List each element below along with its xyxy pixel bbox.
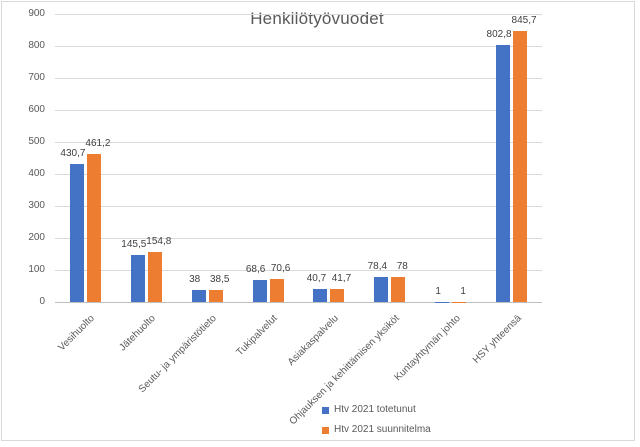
legend-item-htv-2021-suunnitelma: Htv 2021 suunnitelma — [322, 424, 431, 436]
data-label: 40,7 — [306, 272, 327, 284]
gridline — [55, 237, 542, 239]
bar-htv-2021-totetunut-vesihuolto — [69, 164, 84, 302]
bar-htv-2021-totetunut-seutu-ja-ymp-rist-tieto — [191, 289, 206, 302]
x-axis-line — [55, 301, 542, 303]
legend-item-htv-2021-totetunut: Htv 2021 totetunut — [322, 404, 416, 416]
bar-htv-2021-suunnitelma-hsy-yhteens — [513, 31, 528, 302]
bar-htv-2021-suunnitelma-j-tehuolto — [147, 252, 162, 302]
y-axis-tick-label: 900 — [28, 8, 45, 19]
data-label: 38,5 — [209, 273, 230, 285]
data-label: 70,6 — [270, 263, 291, 275]
bar-htv-2021-suunnitelma-asiakaspalvelu — [330, 288, 345, 302]
bar-htv-2021-totetunut-ohjauksen-ja-kehitt-misen-yksik-t — [374, 276, 389, 302]
legend-label: Htv 2021 suunnitelma — [334, 424, 431, 435]
data-label: 38 — [189, 273, 201, 285]
data-label: 430,7 — [60, 148, 86, 160]
bar-htv-2021-totetunut-hsy-yhteens — [496, 45, 511, 302]
data-label: 1 — [435, 285, 441, 297]
legend-label: Htv 2021 totetunut — [334, 404, 416, 415]
y-axis-tick-label: 0 — [39, 296, 45, 307]
gridline — [55, 269, 542, 271]
bar-htv-2021-totetunut-asiakaspalvelu — [313, 288, 328, 302]
data-label: 845,7 — [511, 15, 537, 27]
gridline — [55, 109, 542, 111]
gridline — [55, 13, 542, 15]
y-axis-tick-label: 400 — [28, 168, 45, 179]
data-label: 78,4 — [367, 260, 388, 272]
data-label: 154,8 — [146, 236, 172, 248]
gridline — [55, 141, 542, 143]
data-label: 461,2 — [85, 138, 111, 150]
data-label: 68,6 — [245, 264, 266, 276]
bar-htv-2021-suunnitelma-vesihuolto — [86, 154, 101, 302]
bar-htv-2021-suunnitelma-seutu-ja-ymp-rist-tieto — [208, 289, 223, 302]
data-label: 78 — [396, 261, 408, 273]
gridline — [55, 205, 542, 207]
y-axis-tick-label: 200 — [28, 232, 45, 243]
legend-swatch — [322, 426, 329, 434]
bar-htv-2021-totetunut-j-tehuolto — [130, 255, 145, 302]
y-axis-tick-label: 500 — [28, 136, 45, 147]
y-axis-tick-label: 600 — [28, 104, 45, 115]
bar-htv-2021-suunnitelma-ohjauksen-ja-kehitt-misen-yksik-t — [391, 277, 406, 302]
data-label: 802,8 — [486, 29, 512, 41]
y-axis-tick-label: 800 — [28, 40, 45, 51]
y-axis-tick-label: 700 — [28, 72, 45, 83]
gridline — [55, 77, 542, 79]
bar-htv-2021-suunnitelma-tukipalvelut — [269, 279, 284, 302]
chart-border — [1, 1, 635, 441]
data-label: 41,7 — [331, 272, 352, 284]
gridline — [55, 45, 542, 47]
data-label: 145,5 — [121, 239, 147, 251]
data-label: 1 — [460, 285, 466, 297]
y-axis-tick-label: 300 — [28, 200, 45, 211]
gridline — [55, 173, 542, 175]
bar-htv-2021-totetunut-tukipalvelut — [252, 280, 267, 302]
legend-swatch — [322, 406, 329, 414]
y-axis-tick-label: 100 — [28, 264, 45, 275]
